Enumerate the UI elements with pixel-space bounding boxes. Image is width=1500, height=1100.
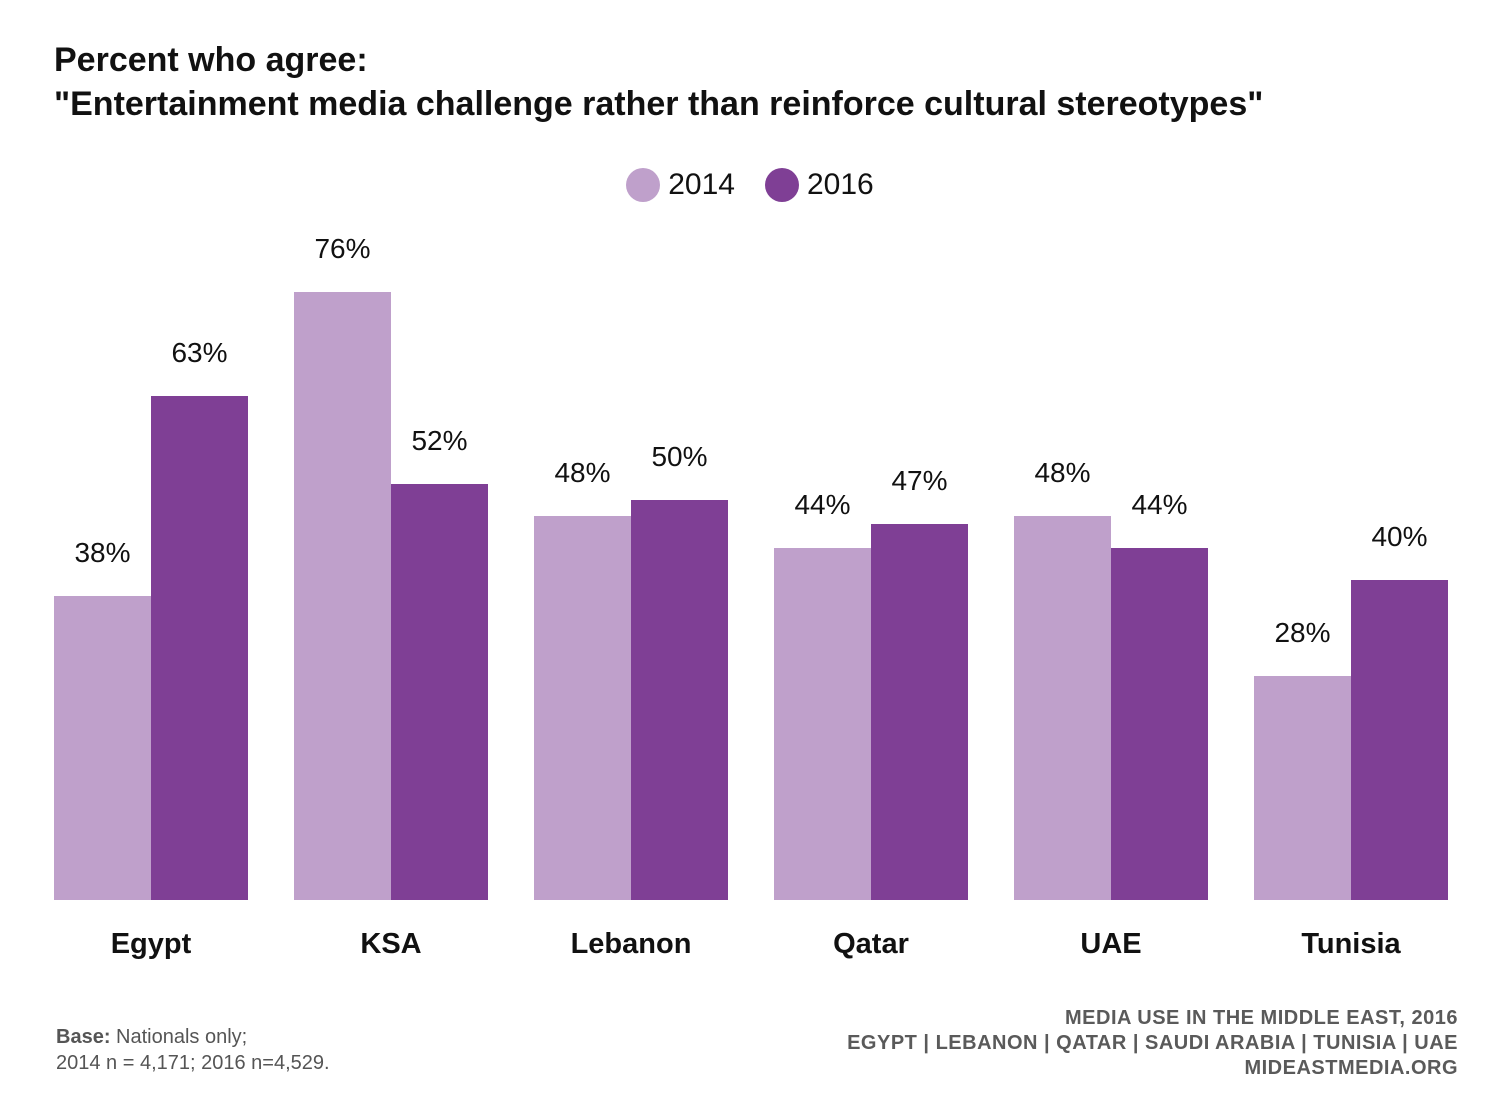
chart-title-line-1: Percent who agree: [54,41,368,79]
category-label-qatar: Qatar [833,928,909,960]
source-line-1: MEDIA USE IN THE MIDDLE EAST, 2016 [1065,1007,1458,1029]
legend-swatch-2014 [626,168,661,202]
bar-lebanon-2016 [631,500,728,900]
data-label-qatar-2016: 47% [891,465,947,496]
bar-tunisia-2014 [1254,676,1351,900]
category-label-uae: UAE [1080,928,1141,960]
base-label: Base: [56,1026,111,1048]
data-label-ksa-2014: 76% [314,233,370,264]
bar-qatar-2016 [871,524,968,900]
bar-tunisia-2016 [1351,580,1448,900]
data-label-uae-2016: 44% [1131,489,1187,520]
data-label-lebanon-2014: 48% [554,457,610,488]
category-label-ksa: KSA [360,928,421,960]
base-note: Base: Nationals only; 2014 n = 4,171; 20… [56,1024,330,1076]
category-label-tunisia: Tunisia [1301,928,1401,960]
legend-item-2014: 2014 [626,168,735,202]
bar-egypt-2016 [151,396,248,900]
data-label-qatar-2014: 44% [794,489,850,520]
base-text: Nationals only; [116,1026,248,1048]
category-label-lebanon: Lebanon [571,928,692,960]
bar-chart: 38% 63% Egypt 76% 52% KSA 48% 50% Lebanon 44% 47% Q… [54,233,1448,960]
data-label-tunisia-2016: 40% [1371,521,1427,552]
data-label-lebanon-2016: 50% [651,441,707,472]
bar-uae-2016 [1111,548,1208,900]
bar-ksa-2014 [294,292,391,900]
chart-title-line-2: "Entertainment media challenge rather th… [54,85,1264,123]
sample-text: 2014 n = 4,171; 2016 n=4,529. [56,1052,330,1074]
bar-uae-2014 [1014,516,1111,900]
source-line-2: EGYPT | LEBANON | QATAR | SAUDI ARABIA |… [847,1032,1458,1054]
bar-qatar-2014 [774,548,871,900]
bar-egypt-2014 [54,596,151,900]
data-label-egypt-2014: 38% [74,537,130,568]
legend-item-2016: 2016 [765,168,874,202]
legend-label-2014: 2014 [668,168,735,201]
legend: 2014 2016 [0,168,1500,202]
data-label-uae-2014: 48% [1034,457,1090,488]
category-label-egypt: Egypt [111,928,192,960]
data-label-tunisia-2014: 28% [1274,617,1330,648]
bar-lebanon-2014 [534,516,631,900]
bar-ksa-2016 [391,484,488,900]
data-label-egypt-2016: 63% [171,337,227,368]
chart-title: Percent who agree: "Entertainment media … [54,38,1263,126]
data-label-ksa-2016: 52% [411,425,467,456]
source-note: MEDIA USE IN THE MIDDLE EAST, 2016 EGYPT… [847,1006,1458,1081]
legend-label-2016: 2016 [807,168,874,201]
legend-swatch-2016 [765,168,799,202]
source-line-3: MIDEASTMEDIA.ORG [1244,1057,1458,1079]
